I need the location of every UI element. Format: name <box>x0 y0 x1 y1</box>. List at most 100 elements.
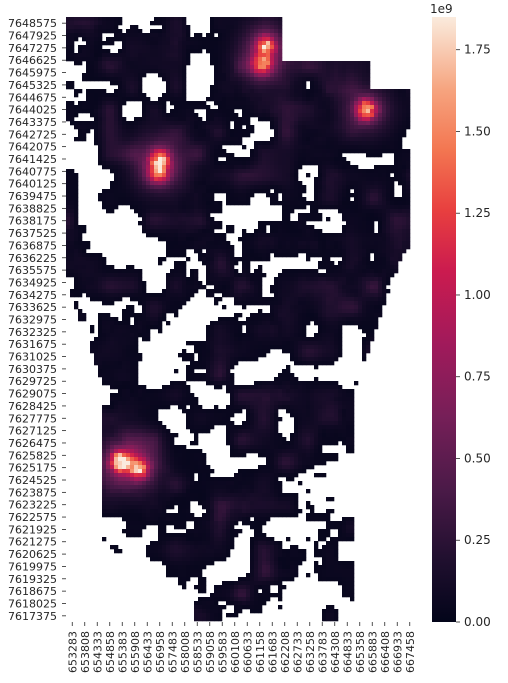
heatmap-cell <box>254 37 259 42</box>
heatmap-cell <box>274 141 279 146</box>
heatmap-cell <box>338 301 343 306</box>
heatmap-cell <box>238 277 243 282</box>
heatmap-cell <box>242 277 247 282</box>
heatmap-cell <box>146 49 151 54</box>
heatmap-cell <box>350 133 355 138</box>
heatmap-cell <box>210 341 215 346</box>
heatmap-cell <box>178 245 183 250</box>
heatmap-cell <box>170 277 175 282</box>
heatmap-cell <box>138 273 143 278</box>
heatmap-cell <box>318 265 323 270</box>
heatmap-cell <box>382 129 387 134</box>
heatmap-cell <box>158 201 163 206</box>
heatmap-cell <box>94 41 99 46</box>
heatmap-cell <box>270 313 275 318</box>
heatmap-cell <box>330 205 335 210</box>
heatmap-cell <box>350 141 355 146</box>
heatmap-cell <box>326 125 331 130</box>
heatmap-cell <box>298 277 303 282</box>
heatmap-cell <box>354 293 359 298</box>
heatmap-cell <box>254 57 259 62</box>
heatmap-cell <box>178 141 183 146</box>
heatmap-cell <box>402 237 407 242</box>
heatmap-cell <box>266 193 271 198</box>
heatmap-cell <box>290 337 295 342</box>
heatmap-cell <box>110 269 115 274</box>
heatmap-cell <box>86 285 91 290</box>
heatmap-cell <box>154 133 159 138</box>
heatmap-cell <box>322 261 327 266</box>
heatmap-cell <box>154 225 159 230</box>
heatmap-cell <box>262 165 267 170</box>
heatmap-cell <box>390 265 395 270</box>
heatmap-cell <box>230 261 235 266</box>
heatmap-cell <box>262 297 267 302</box>
heatmap-cell <box>226 157 231 162</box>
heatmap-cell <box>162 237 167 242</box>
heatmap-cell <box>378 237 383 242</box>
heatmap-cell <box>338 277 343 282</box>
heatmap-cell <box>342 69 347 74</box>
heatmap-cell <box>158 185 163 190</box>
heatmap-cell <box>166 153 171 158</box>
heatmap-cell <box>126 33 131 38</box>
heatmap-cell <box>370 185 375 190</box>
heatmap-cell <box>262 53 267 58</box>
heatmap-cell <box>314 293 319 298</box>
heatmap-cell <box>238 185 243 190</box>
heatmap-cell <box>202 41 207 46</box>
heatmap-cell <box>198 45 203 50</box>
heatmap-cell <box>162 61 167 66</box>
heatmap-cell <box>186 297 191 302</box>
heatmap-cell <box>178 101 183 106</box>
heatmap-cell <box>362 101 367 106</box>
heatmap-cell <box>342 245 347 250</box>
heatmap-cell <box>250 297 255 302</box>
heatmap-cell <box>158 209 163 214</box>
heatmap-cell <box>294 241 299 246</box>
heatmap-cell <box>94 117 99 122</box>
heatmap-cell <box>214 209 219 214</box>
heatmap-cell <box>174 229 179 234</box>
heatmap-cell <box>162 201 167 206</box>
heatmap-cell <box>218 53 223 58</box>
heatmap-cell <box>370 121 375 126</box>
heatmap-cell <box>118 137 123 142</box>
heatmap-cell <box>174 157 179 162</box>
heatmap-cell <box>266 301 271 306</box>
heatmap-cell <box>126 161 131 166</box>
heatmap-cell <box>294 197 299 202</box>
heatmap-cell <box>338 189 343 194</box>
heatmap-cell <box>230 333 235 338</box>
heatmap-cell <box>274 193 279 198</box>
heatmap-cell <box>362 185 367 190</box>
heatmap-cell <box>382 265 387 270</box>
heatmap-cell <box>130 25 135 30</box>
heatmap-cell <box>278 45 283 50</box>
heatmap-cell <box>250 125 255 130</box>
heatmap-cell <box>358 77 363 82</box>
heatmap-cell <box>230 137 235 142</box>
heatmap-cell <box>222 81 227 86</box>
heatmap-cell <box>194 41 199 46</box>
heatmap-cell <box>274 337 279 342</box>
heatmap-cell <box>278 233 283 238</box>
heatmap-cell <box>170 41 175 46</box>
heatmap-cell <box>370 273 375 278</box>
heatmap-cell <box>322 109 327 114</box>
heatmap-cell <box>174 273 179 278</box>
heatmap-cell <box>246 161 251 166</box>
heatmap-cell <box>274 53 279 58</box>
heatmap-cell <box>282 325 287 330</box>
heatmap-cell <box>186 117 191 122</box>
heatmap-cell <box>198 129 203 134</box>
heatmap-cell <box>402 197 407 202</box>
heatmap-cell <box>286 317 291 322</box>
heatmap-cell <box>166 37 171 42</box>
heatmap-cell <box>318 105 323 110</box>
heatmap-cell <box>166 125 171 130</box>
heatmap-cell <box>82 29 87 34</box>
heatmap-cell <box>150 305 155 310</box>
heatmap-cell <box>198 153 203 158</box>
heatmap-cell <box>194 145 199 150</box>
